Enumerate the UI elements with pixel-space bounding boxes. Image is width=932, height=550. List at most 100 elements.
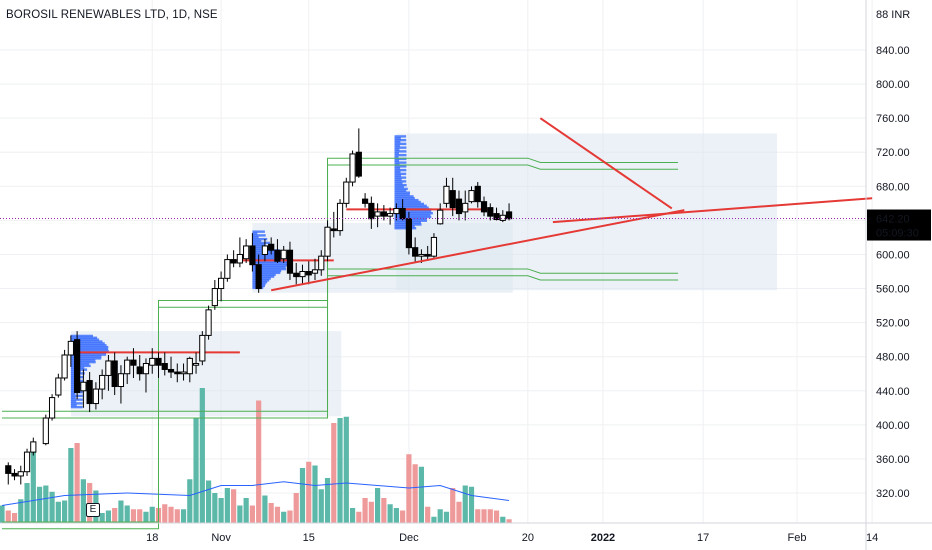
volume-bar (312, 465, 318, 523)
profile-bar (70, 340, 103, 343)
earnings-marker[interactable]: E (86, 503, 100, 517)
time-tick-label: Feb (788, 532, 807, 544)
candle-body (86, 380, 93, 405)
volume-bar (193, 418, 199, 523)
candle-body (55, 377, 62, 396)
volume-bar (168, 506, 174, 523)
volume-bar (187, 479, 193, 523)
candle-body (505, 211, 513, 220)
price-axis[interactable]: 320.00 360.00 400.00 440.00 480.00 520.00 560.… (865, 0, 931, 550)
candle-body (92, 388, 100, 405)
volume-bar (62, 500, 68, 523)
profile-bar (70, 336, 98, 339)
volume-bar (468, 486, 475, 523)
candle-body (330, 228, 337, 232)
volume-bar (180, 509, 187, 523)
profile-bar (70, 404, 77, 407)
volume-bar (349, 508, 356, 523)
volume-bar (437, 509, 443, 523)
profile-bar (394, 185, 404, 189)
volume-bar (331, 423, 337, 523)
volume-bar (274, 506, 281, 523)
profile-bar (70, 334, 93, 338)
candle-body (74, 339, 81, 393)
profile-bar (252, 264, 291, 267)
volume-bar (500, 516, 506, 523)
volume-bar (11, 513, 18, 523)
volume-bar (375, 488, 381, 523)
profile-bar (70, 355, 102, 358)
volume-bar (5, 510, 11, 523)
volume-bar (143, 511, 149, 523)
volume-bar (299, 468, 306, 523)
volume-bar (406, 454, 412, 523)
candle-body (67, 340, 74, 356)
profile-bar (394, 165, 407, 168)
candle-body (167, 368, 175, 373)
volume-bar (368, 501, 374, 523)
profile-bar (394, 227, 417, 230)
candle-body (205, 309, 212, 336)
profile-bar (394, 197, 415, 200)
volume-bar (493, 510, 500, 523)
volume-bar (74, 443, 80, 523)
symbol-title[interactable]: BOROSIL RENEWABLES LTD, 1D, NSE (6, 9, 218, 21)
profile-bar (70, 400, 77, 403)
price-tick-label: 400.00 (876, 420, 910, 432)
profile-bar (70, 357, 102, 360)
volume-bar (36, 486, 43, 523)
volume-bar (80, 479, 86, 523)
candle-body (480, 201, 488, 213)
volume-bar (287, 510, 293, 523)
volume-bar (475, 509, 481, 523)
profile-bar (70, 398, 83, 401)
time-tick-label: 17 (697, 532, 709, 544)
price-tick-label: 720.00 (876, 147, 910, 159)
profile-bar (394, 161, 407, 164)
candle-body (418, 253, 425, 257)
candle-body (293, 272, 300, 278)
volume-bar (137, 509, 143, 523)
profile-bar (394, 144, 400, 147)
profile-bar (394, 153, 407, 157)
volume-bar (506, 519, 512, 523)
volume-bar (425, 506, 431, 523)
candle-body (199, 334, 206, 362)
volume-bar (24, 483, 30, 523)
profile-bar (70, 405, 83, 409)
volume-bar (112, 508, 118, 523)
time-tick-label: 18 (146, 532, 158, 544)
profile-bar (252, 262, 288, 265)
profile-bar (252, 234, 266, 237)
volume-bar (281, 511, 287, 523)
profile-bar (70, 344, 107, 347)
volume-bar (256, 400, 262, 523)
profile-bar (394, 202, 425, 206)
volume-bar (118, 500, 124, 523)
time-axis[interactable]: 18 Nov 15 Dec 20 2022 17 Feb 14 (0, 522, 932, 544)
volume-bar (381, 498, 387, 523)
candle-body (305, 271, 312, 276)
candle-body (318, 255, 325, 271)
candle-body (192, 363, 200, 366)
profile-bar (394, 178, 402, 181)
price-tick-label: 520.00 (876, 318, 910, 330)
volume-bar (249, 505, 255, 523)
time-tick-label: 15 (303, 532, 315, 544)
profile-bar (394, 170, 401, 174)
candle-body (136, 366, 143, 375)
candle-body (261, 245, 269, 255)
candle-body (211, 288, 218, 307)
candle-body (349, 153, 356, 183)
profile-bar (252, 232, 258, 235)
candle-body (11, 472, 18, 477)
candle-body (274, 249, 281, 262)
volume-bar (306, 461, 312, 523)
trend-lines[interactable] (0, 117, 873, 292)
candle-body (455, 198, 463, 215)
profile-bar (252, 271, 281, 275)
candle-body (117, 373, 125, 388)
volume-bar (412, 464, 418, 523)
candle-body (17, 471, 24, 477)
